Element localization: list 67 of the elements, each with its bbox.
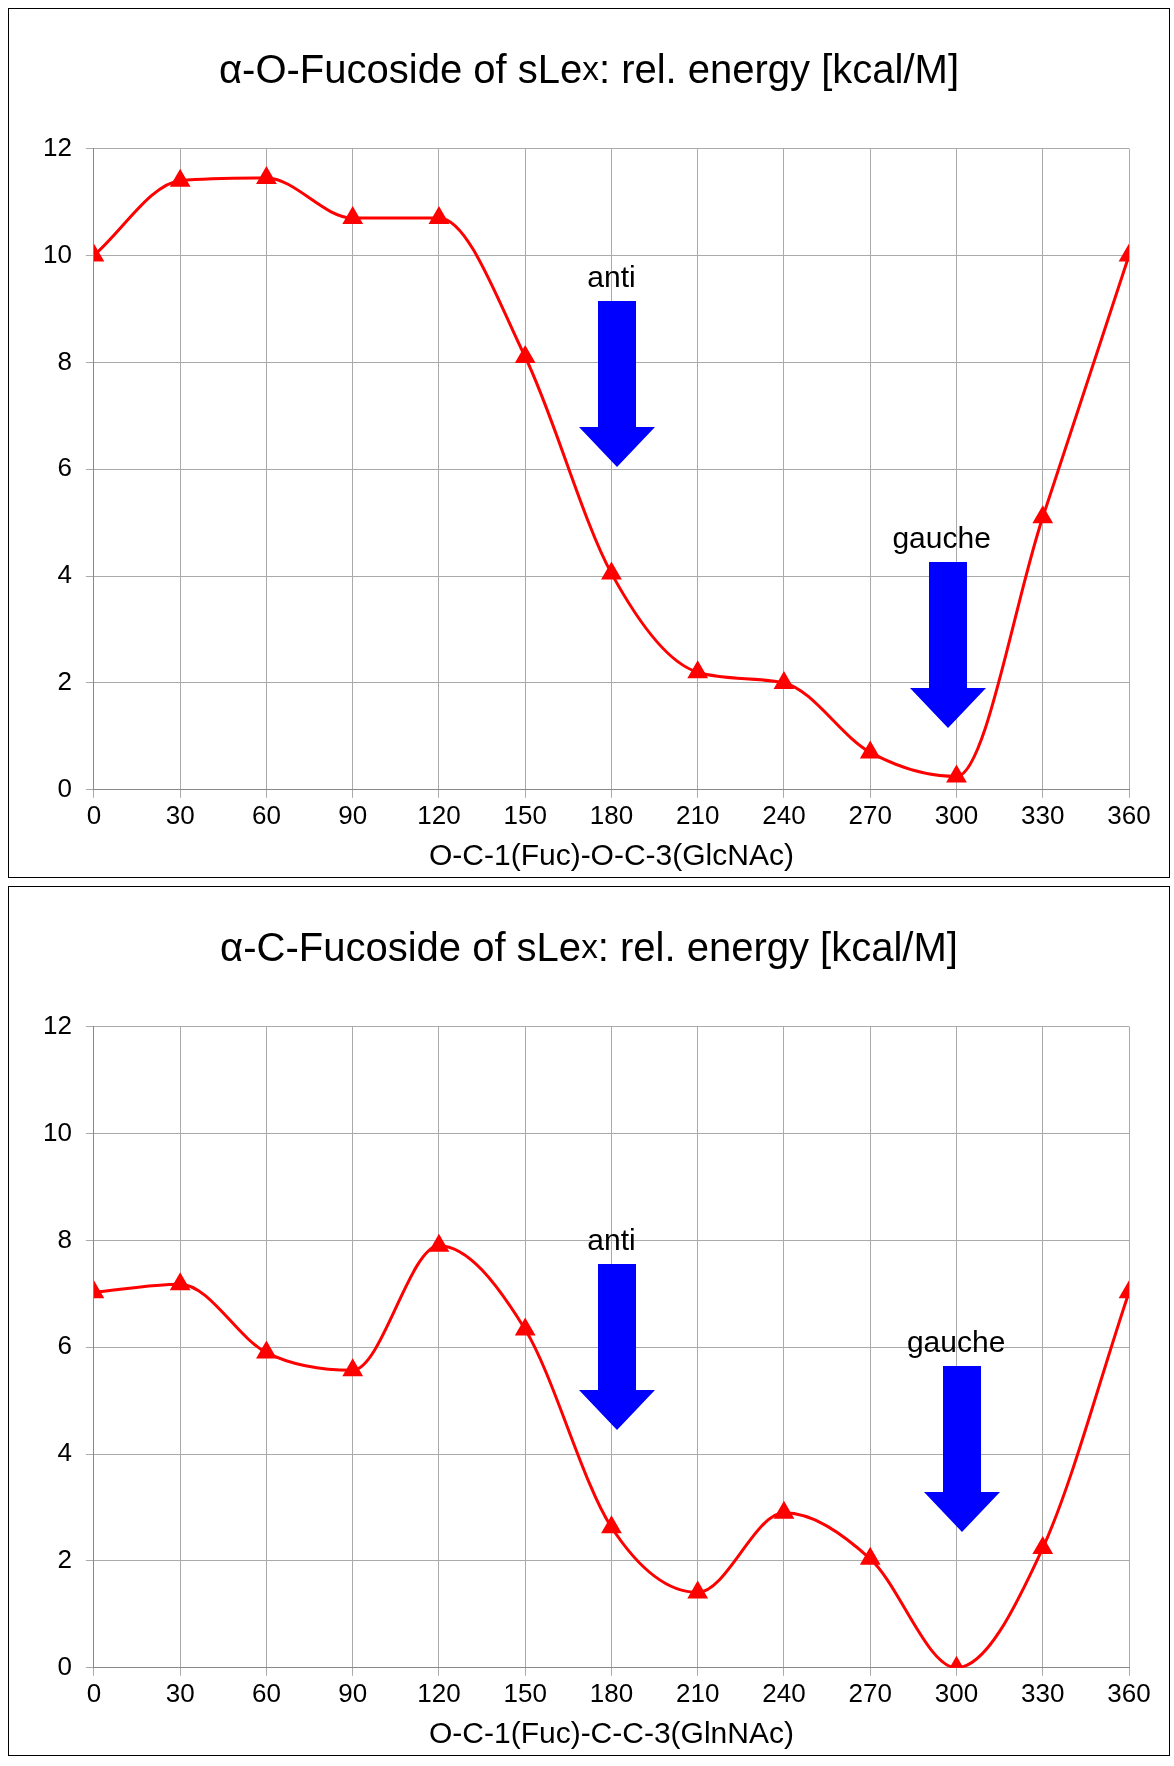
x-tick-label: 90 bbox=[338, 1677, 368, 1708]
x-tick-label: 210 bbox=[676, 1677, 720, 1708]
point bbox=[774, 1502, 794, 1519]
x-tick-label: 360 bbox=[1107, 1677, 1151, 1708]
point bbox=[602, 1516, 621, 1534]
point bbox=[257, 1342, 276, 1359]
y-tick-label: 8 bbox=[57, 1223, 72, 1254]
point bbox=[947, 765, 966, 783]
point bbox=[688, 1581, 708, 1599]
y-tick-label: 0 bbox=[57, 772, 72, 803]
point bbox=[515, 346, 535, 363]
point bbox=[602, 562, 621, 580]
y-tick-label: 10 bbox=[43, 1116, 72, 1147]
x-axis-title: O-C-1(Fuc)-O-C-3(GlcNAc) bbox=[428, 838, 794, 872]
point bbox=[257, 167, 276, 184]
x-tick-label: 150 bbox=[503, 1677, 547, 1708]
point bbox=[429, 1235, 449, 1252]
y-tick-label: 2 bbox=[57, 1544, 72, 1575]
y-tick-label: 0 bbox=[57, 1650, 72, 1681]
point bbox=[343, 1359, 362, 1377]
x-tick-label: 300 bbox=[934, 1677, 979, 1708]
x-tick-label: 240 bbox=[762, 1677, 806, 1708]
x-tick-label: 60 bbox=[251, 799, 281, 830]
point bbox=[688, 661, 708, 679]
point bbox=[860, 741, 880, 759]
point bbox=[429, 207, 449, 225]
annotation: anti bbox=[586, 258, 637, 295]
y-tick-label: 2 bbox=[57, 666, 72, 697]
x-tick-label: 240 bbox=[762, 799, 806, 830]
x-tick-label: 180 bbox=[589, 799, 634, 830]
x-tick-label: 30 bbox=[165, 799, 195, 830]
x-tick-label: 330 bbox=[1021, 1677, 1065, 1708]
y-tick-label: 12 bbox=[43, 131, 72, 162]
y-tick-label: 4 bbox=[57, 559, 72, 590]
x-tick-label: 0 bbox=[86, 1677, 102, 1708]
x-tick-label: 270 bbox=[848, 799, 892, 830]
y-tick-label: 4 bbox=[57, 1437, 72, 1468]
annotation: gauche bbox=[905, 1324, 1007, 1361]
point bbox=[1033, 1537, 1053, 1555]
y-tick-label: 8 bbox=[57, 345, 72, 376]
point bbox=[170, 1273, 190, 1291]
point bbox=[170, 170, 190, 187]
x-tick-label: 0 bbox=[86, 799, 102, 830]
annotation: anti bbox=[586, 1222, 637, 1259]
x-tick-label: 150 bbox=[503, 799, 547, 830]
point bbox=[1033, 506, 1053, 524]
x-tick-label: 270 bbox=[848, 1677, 892, 1708]
y-tick-label: 10 bbox=[43, 238, 72, 269]
y-tick-label: 6 bbox=[57, 1330, 72, 1361]
x-tick-label: 120 bbox=[417, 1677, 461, 1708]
x-tick-label: 210 bbox=[676, 799, 720, 830]
x-axis-title: O-C-1(Fuc)-C-C-3(GlnNAc) bbox=[428, 1716, 794, 1750]
x-tick-label: 30 bbox=[165, 1677, 195, 1708]
annotation: gauche bbox=[891, 520, 992, 557]
x-tick-label: 90 bbox=[338, 799, 368, 830]
x-tick-label: 60 bbox=[251, 1677, 281, 1708]
point bbox=[774, 672, 794, 689]
x-tick-label: 180 bbox=[589, 1677, 634, 1708]
x-tick-label: 300 bbox=[934, 799, 979, 830]
y-tick-label: 12 bbox=[43, 1009, 72, 1040]
point bbox=[515, 1319, 535, 1336]
x-tick-label: 330 bbox=[1021, 799, 1065, 830]
x-tick-label: 120 bbox=[417, 799, 461, 830]
x-tick-label: 360 bbox=[1107, 799, 1151, 830]
point bbox=[860, 1548, 880, 1565]
y-tick-label: 6 bbox=[57, 452, 72, 483]
point bbox=[343, 207, 362, 225]
